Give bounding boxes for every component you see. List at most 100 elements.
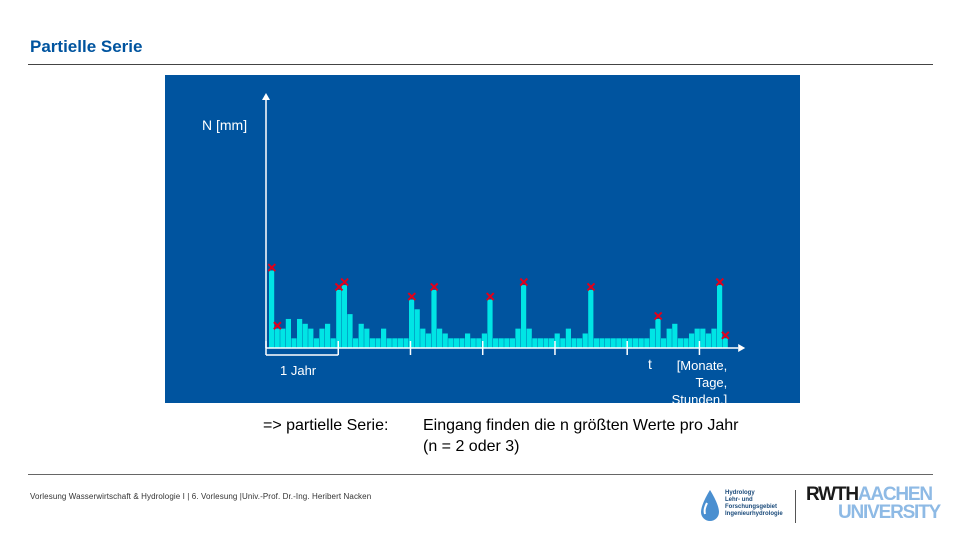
- water-drop-icon: [701, 490, 719, 521]
- bar: [565, 328, 571, 348]
- bar: [358, 323, 364, 348]
- bar: [717, 285, 723, 348]
- bar: [593, 338, 599, 348]
- y-axis-label: N [mm]: [202, 117, 248, 133]
- logo-divider: [795, 490, 796, 523]
- bar: [504, 338, 510, 348]
- max-marker: [485, 292, 495, 301]
- bar: [470, 338, 476, 348]
- y-axis-arrow: [262, 93, 270, 100]
- rwth-logo-university: UNIVERSITY: [838, 502, 941, 523]
- bar: [638, 338, 644, 348]
- bar: [403, 338, 409, 348]
- bar: [481, 333, 487, 348]
- bar: [313, 338, 319, 348]
- bar: [644, 338, 650, 348]
- bar: [302, 323, 308, 348]
- bar: [453, 338, 459, 348]
- max-marker: [653, 311, 663, 321]
- bar: [476, 338, 482, 348]
- bar: [560, 338, 566, 348]
- bar: [616, 338, 622, 348]
- bar: [498, 338, 504, 348]
- bar: [599, 338, 605, 348]
- bar: [285, 318, 291, 348]
- conclusion-lead: => partielle Serie:: [263, 417, 389, 434]
- markers-layer: [267, 263, 730, 340]
- bar: [269, 270, 275, 348]
- bar: [297, 318, 303, 348]
- bar: [487, 299, 493, 348]
- max-marker: [715, 277, 725, 287]
- bar: [649, 328, 655, 348]
- bar: [364, 328, 370, 348]
- bar: [381, 328, 387, 348]
- bar: [705, 333, 711, 348]
- bar: [465, 333, 471, 348]
- period-label: 1 Jahr: [280, 363, 317, 378]
- rwth-logo: RWTHAACHEN UNIVERSITY: [806, 484, 941, 523]
- bar: [537, 338, 543, 348]
- footer-text: Vorlesung Wasserwirtschaft & Hydrologie …: [30, 492, 372, 501]
- bar: [683, 338, 689, 348]
- bar: [509, 338, 515, 348]
- axis-layer: [262, 93, 746, 356]
- bar: [661, 338, 667, 348]
- x-axis-label: t: [648, 356, 652, 372]
- bar: [677, 338, 683, 348]
- bar: [571, 338, 577, 348]
- max-marker: [340, 277, 349, 287]
- bar: [420, 328, 426, 348]
- max-marker: [586, 282, 596, 292]
- bar: [425, 333, 431, 348]
- conclusion-text: Eingang finden die n größten Werte pro J…: [423, 417, 739, 455]
- max-marker: [429, 282, 439, 292]
- bar: [722, 338, 728, 348]
- bar: [280, 328, 286, 348]
- bar: [409, 299, 415, 348]
- max-marker: [267, 263, 277, 272]
- chart-plot: [262, 93, 746, 356]
- bar: [330, 338, 336, 348]
- bar: [442, 333, 448, 348]
- rwth-logo-aachen: AACHEN: [857, 484, 933, 505]
- bar: [308, 328, 314, 348]
- header-divider: [28, 64, 933, 65]
- bar: [655, 318, 661, 348]
- bar: [521, 285, 527, 348]
- bar: [448, 338, 454, 348]
- bar: [414, 309, 420, 348]
- bar: [700, 328, 706, 348]
- x-axis-unit-label: [Monate, Tage, Stunden,]: [671, 358, 728, 407]
- bar: [459, 338, 465, 348]
- rwth-logo-rwth: RWTH: [806, 484, 859, 505]
- bar: [325, 323, 331, 348]
- bar: [694, 328, 700, 348]
- bar: [627, 338, 633, 348]
- bar: [605, 338, 611, 348]
- bar: [353, 338, 359, 348]
- bar: [543, 338, 549, 348]
- bar: [431, 289, 437, 348]
- bar: [369, 338, 375, 348]
- bar: [577, 338, 583, 348]
- bar: [549, 338, 555, 348]
- bar: [375, 338, 381, 348]
- bar: [689, 333, 695, 348]
- bar: [532, 338, 538, 348]
- bar: [554, 333, 560, 348]
- bar: [515, 328, 521, 348]
- max-marker: [407, 292, 417, 301]
- bar: [437, 328, 443, 348]
- bar: [582, 333, 588, 348]
- bar: [610, 338, 616, 348]
- bar: [336, 289, 342, 348]
- institute-logo-text: Hydrology Lehr- und Forschungsgebiet Ing…: [725, 490, 783, 517]
- bar: [347, 314, 353, 348]
- bar: [588, 289, 594, 348]
- bar: [291, 338, 297, 348]
- x-axis-arrow: [738, 344, 746, 352]
- bar: [711, 328, 717, 348]
- bar: [526, 328, 532, 348]
- max-marker: [519, 277, 529, 287]
